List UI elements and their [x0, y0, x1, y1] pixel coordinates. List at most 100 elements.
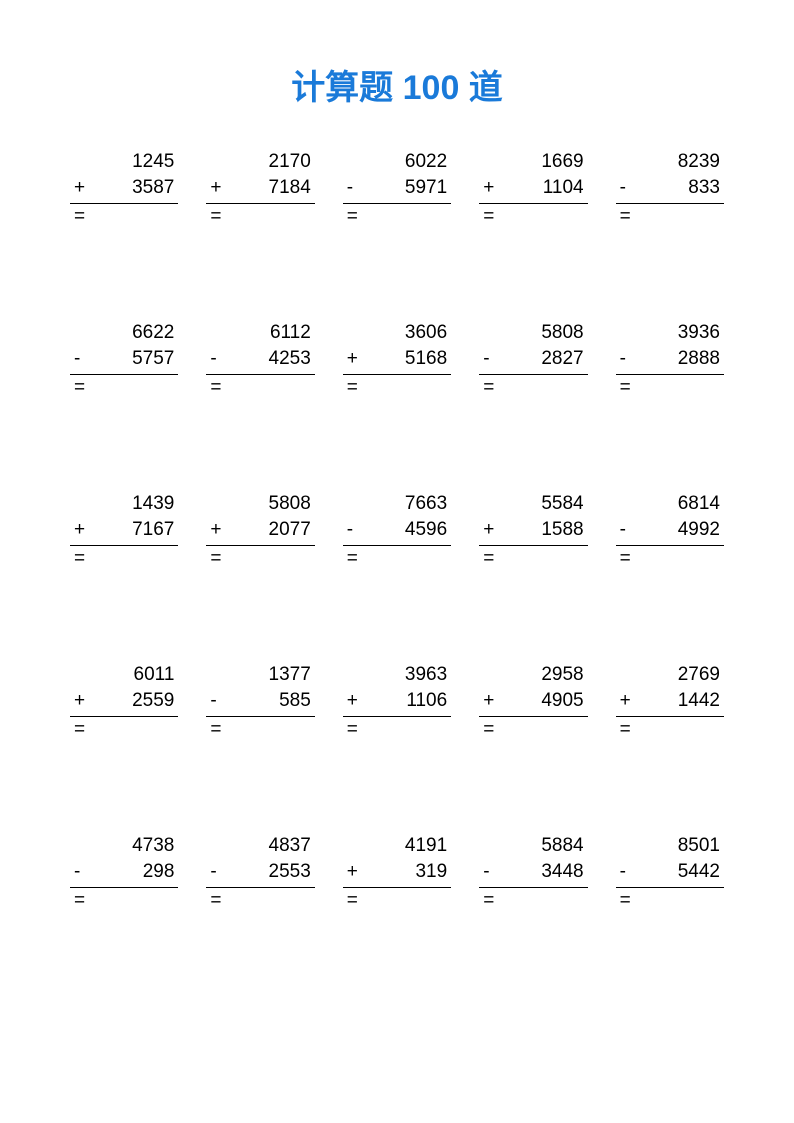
operator: +: [347, 346, 365, 372]
operand-a: 5884: [501, 833, 583, 859]
page-title: 计算题 100 道: [70, 60, 724, 109]
equals-sign: =: [483, 546, 501, 572]
operand-b: 2553: [228, 859, 310, 885]
operator: +: [620, 688, 638, 714]
equals-sign: =: [74, 888, 92, 914]
problem: 5808+2077=: [206, 491, 314, 572]
equals-sign: =: [620, 717, 638, 743]
equals-sign: =: [347, 888, 365, 914]
operand-b: 833: [638, 175, 720, 201]
equals-sign: =: [210, 375, 228, 401]
operand-a: 6011: [92, 662, 174, 688]
problem: 8501-5442=: [616, 833, 724, 914]
operand-a: 5808: [228, 491, 310, 517]
operand-a: 7663: [365, 491, 447, 517]
operator: +: [483, 175, 501, 201]
operand-b: 5757: [92, 346, 174, 372]
operand-b: 3448: [501, 859, 583, 885]
operand-a: 1245: [92, 149, 174, 175]
operator: -: [210, 859, 228, 885]
operator: -: [620, 517, 638, 543]
operand-a: 6112: [228, 320, 310, 346]
equals-sign: =: [347, 204, 365, 230]
operator: +: [483, 688, 501, 714]
equals-sign: =: [620, 375, 638, 401]
problem: 3963+1106=: [343, 662, 451, 743]
operator: +: [74, 688, 92, 714]
operand-b: 2077: [228, 517, 310, 543]
operand-a: 3936: [638, 320, 720, 346]
equals-sign: =: [347, 717, 365, 743]
problem: 3936-2888=: [616, 320, 724, 401]
operand-a: 2958: [501, 662, 583, 688]
operand-a: 2769: [638, 662, 720, 688]
operand-a: 8239: [638, 149, 720, 175]
problem: 7663-4596=: [343, 491, 451, 572]
operand-b: 4992: [638, 517, 720, 543]
operator: +: [210, 517, 228, 543]
problem-grid: 1245+3587=2170+7184=6022-5971=1669+1104=…: [70, 149, 724, 914]
operator: +: [347, 859, 365, 885]
equals-sign: =: [347, 546, 365, 572]
operand-b: 1106: [365, 688, 447, 714]
equals-sign: =: [483, 717, 501, 743]
operand-b: 7167: [92, 517, 174, 543]
equals-sign: =: [74, 717, 92, 743]
operand-a: 4837: [228, 833, 310, 859]
equals-sign: =: [210, 546, 228, 572]
operator: -: [620, 859, 638, 885]
problem: 1439+7167=: [70, 491, 178, 572]
operand-a: 6022: [365, 149, 447, 175]
operand-a: 4738: [92, 833, 174, 859]
problem: 5808-2827=: [479, 320, 587, 401]
equals-sign: =: [620, 546, 638, 572]
problem: 6022-5971=: [343, 149, 451, 230]
operator: -: [74, 346, 92, 372]
operator: -: [620, 175, 638, 201]
problem: 1669+1104=: [479, 149, 587, 230]
equals-sign: =: [347, 375, 365, 401]
problem: 1245+3587=: [70, 149, 178, 230]
operand-a: 6622: [92, 320, 174, 346]
operand-a: 1669: [501, 149, 583, 175]
problem: 2170+7184=: [206, 149, 314, 230]
operand-b: 298: [92, 859, 174, 885]
operator: -: [347, 175, 365, 201]
operand-a: 5584: [501, 491, 583, 517]
problem: 5584+1588=: [479, 491, 587, 572]
problem: 4837-2553=: [206, 833, 314, 914]
operand-a: 3606: [365, 320, 447, 346]
operand-b: 2827: [501, 346, 583, 372]
problem: 6622-5757=: [70, 320, 178, 401]
equals-sign: =: [74, 375, 92, 401]
operand-b: 585: [228, 688, 310, 714]
equals-sign: =: [620, 204, 638, 230]
operand-a: 6814: [638, 491, 720, 517]
operator: +: [347, 688, 365, 714]
problem: 2958+4905=: [479, 662, 587, 743]
equals-sign: =: [74, 546, 92, 572]
operator: +: [483, 517, 501, 543]
operand-b: 1104: [501, 175, 583, 201]
operator: -: [74, 859, 92, 885]
equals-sign: =: [210, 888, 228, 914]
problem: 6814-4992=: [616, 491, 724, 572]
problem: 8239-833=: [616, 149, 724, 230]
problem: 4191+319=: [343, 833, 451, 914]
problem: 3606+5168=: [343, 320, 451, 401]
operand-a: 2170: [228, 149, 310, 175]
problem: 2769+1442=: [616, 662, 724, 743]
operator: +: [210, 175, 228, 201]
operator: +: [74, 175, 92, 201]
equals-sign: =: [74, 204, 92, 230]
equals-sign: =: [483, 888, 501, 914]
operand-a: 5808: [501, 320, 583, 346]
operand-b: 2559: [92, 688, 174, 714]
operand-a: 4191: [365, 833, 447, 859]
operand-b: 1442: [638, 688, 720, 714]
operator: -: [620, 346, 638, 372]
operator: -: [210, 688, 228, 714]
operand-b: 319: [365, 859, 447, 885]
operand-b: 4253: [228, 346, 310, 372]
equals-sign: =: [483, 204, 501, 230]
